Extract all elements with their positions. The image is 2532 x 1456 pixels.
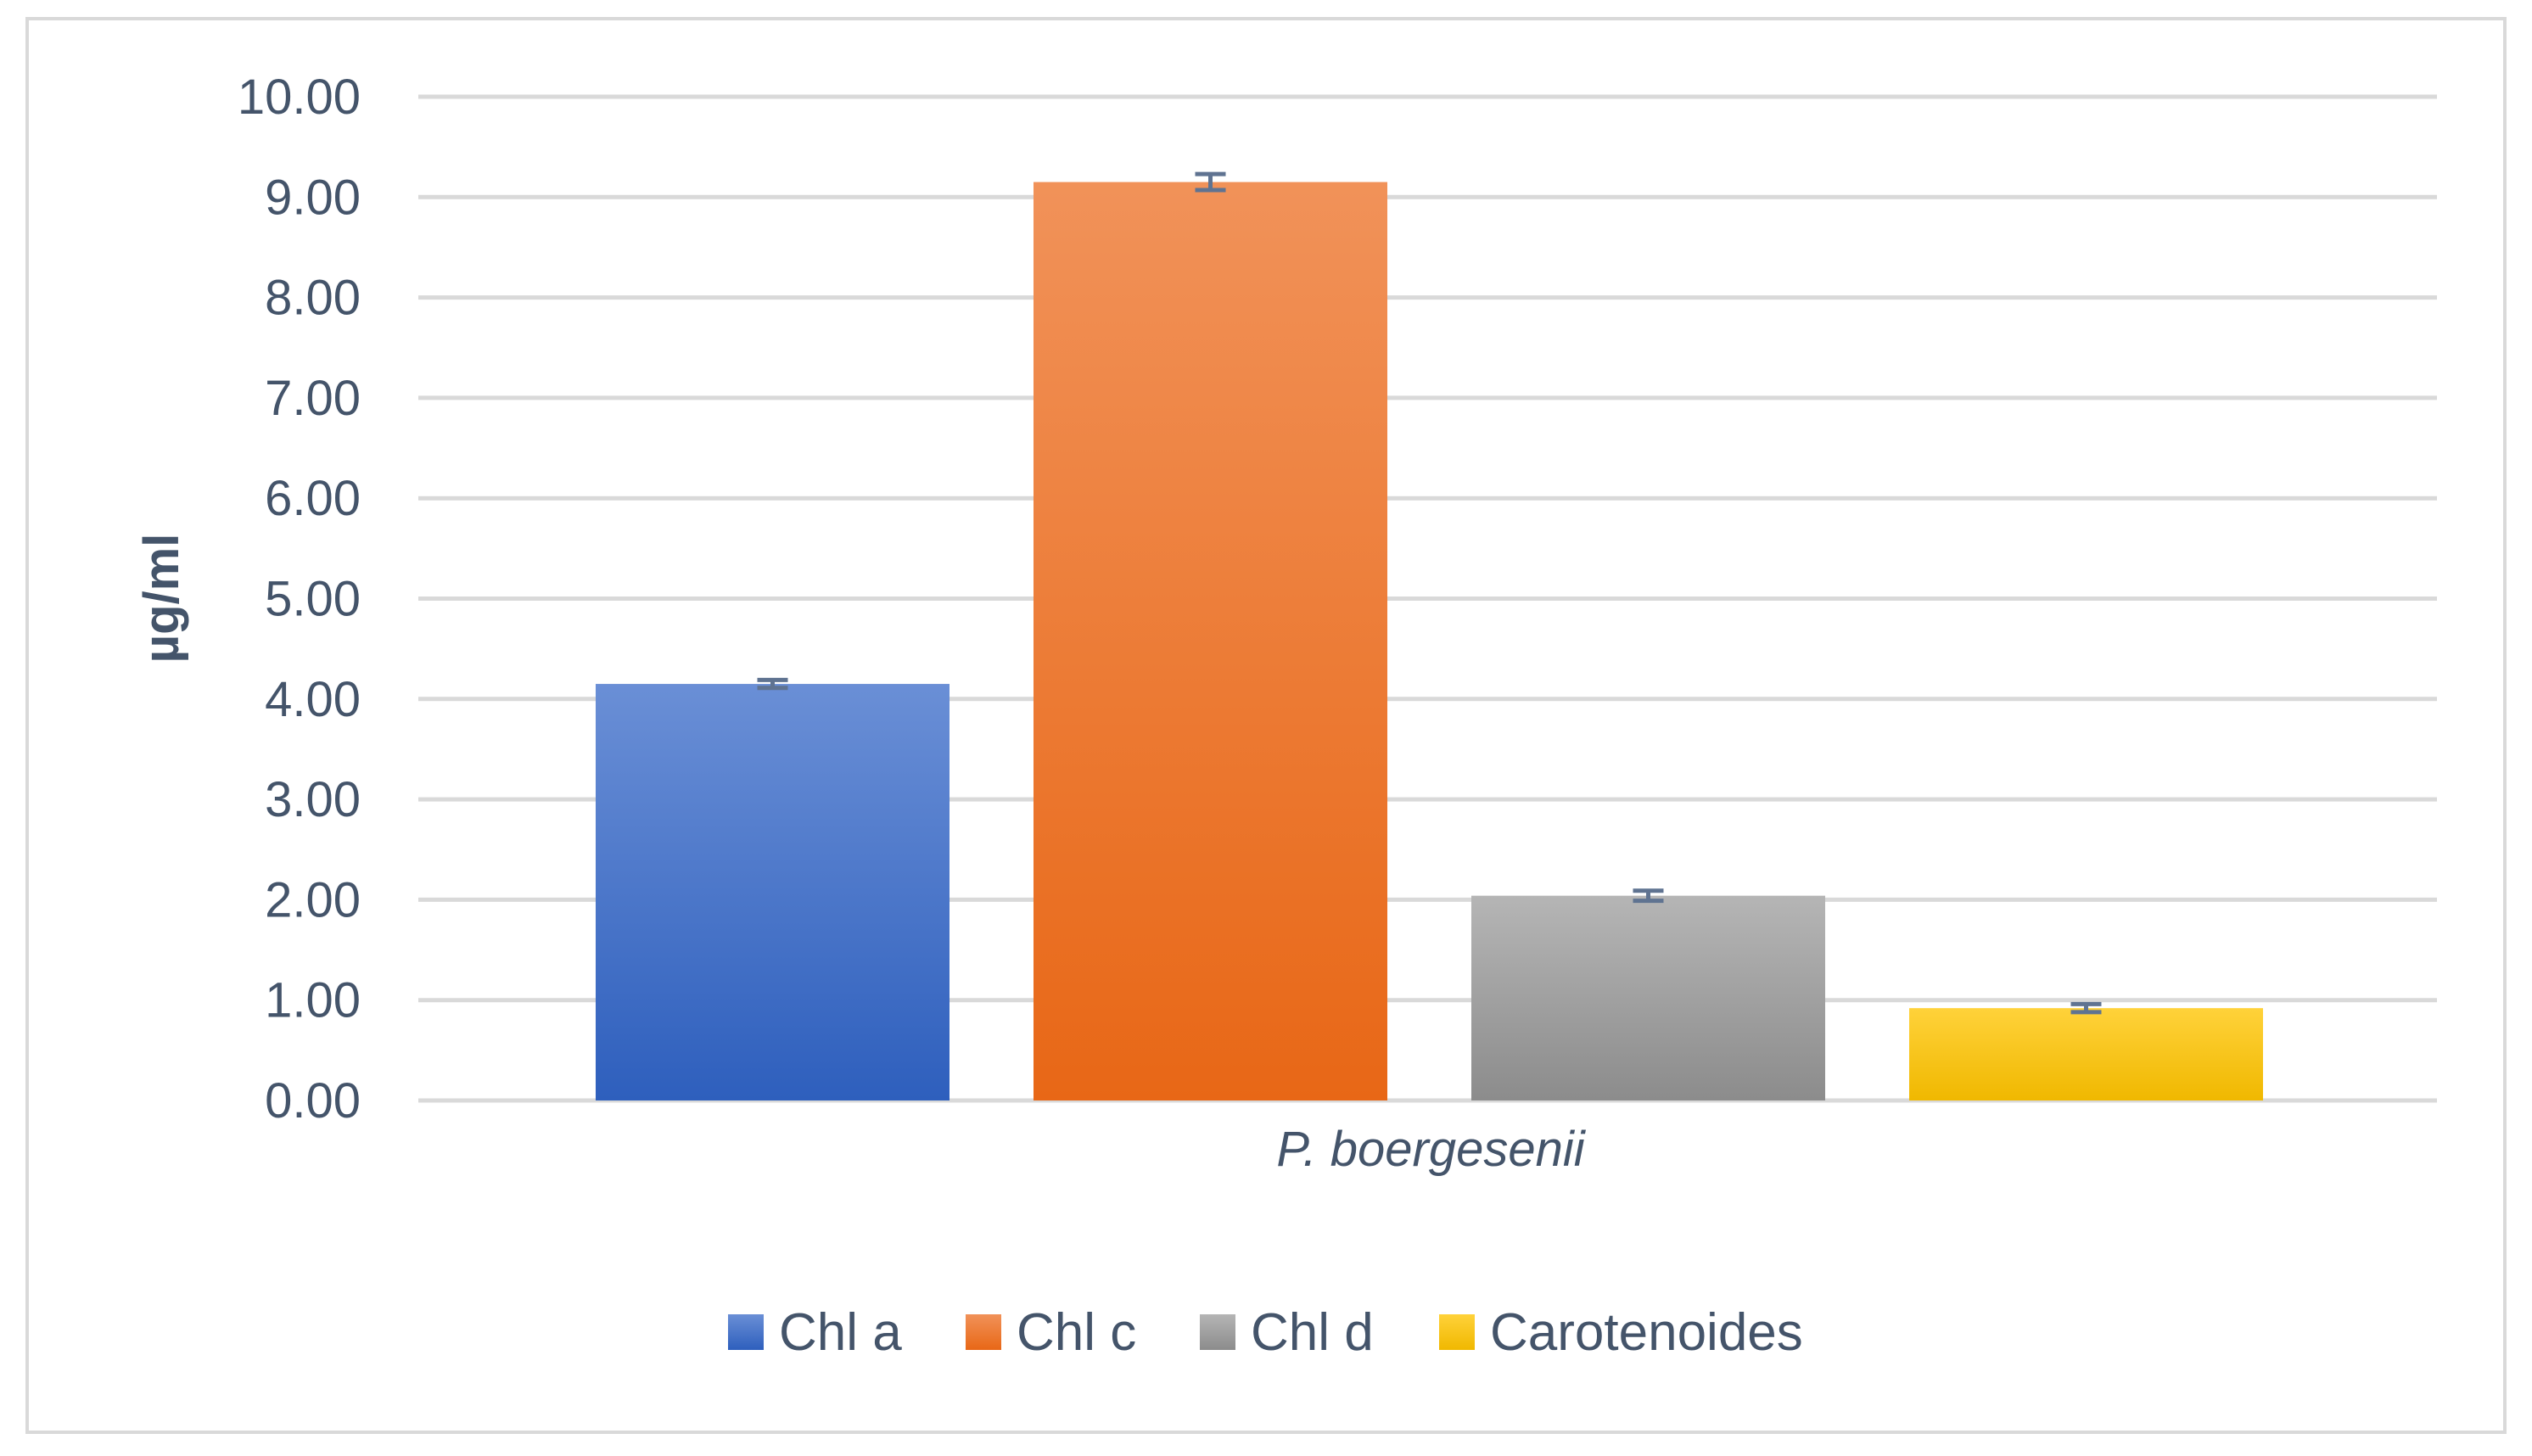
error-bar (1633, 888, 1664, 904)
legend-swatch (1439, 1314, 1475, 1350)
y-axis-ticks: 0.00 1.00 2.00 3.00 4.00 5.00 6.00 7.00 8.00 9.00… (238, 70, 361, 1128)
bar-carotenoides (1909, 1008, 2263, 1100)
category-label: P. boergesenii (1276, 1122, 1586, 1177)
legend: Chl a Chl c Chl d Carotenoides (728, 1303, 1803, 1362)
error-bar (1195, 171, 1226, 193)
legend-label: Chl d (1251, 1303, 1374, 1362)
bar-chl-d (1471, 895, 1825, 1100)
legend-item: Carotenoides (1439, 1303, 1803, 1362)
legend-swatch (1200, 1314, 1235, 1350)
error-bar (2070, 1001, 2102, 1015)
legend-label: Carotenoides (1490, 1303, 1803, 1362)
y-tick-label: 0.00 (265, 1073, 361, 1128)
error-bars (757, 171, 2102, 1015)
bars (596, 182, 2263, 1101)
y-tick-label: 9.00 (265, 170, 361, 225)
bar-chl-a (596, 684, 950, 1100)
y-tick-label: 8.00 (265, 271, 361, 326)
y-axis-title: µg/ml (134, 534, 189, 664)
legend-item: Chl d (1200, 1303, 1374, 1362)
y-tick-label: 3.00 (265, 772, 361, 827)
legend-item: Chl a (728, 1303, 902, 1362)
y-tick-label: 10.00 (238, 70, 361, 125)
y-tick-label: 2.00 (265, 872, 361, 927)
y-tick-label: 1.00 (265, 973, 361, 1028)
y-tick-label: 4.00 (265, 672, 361, 727)
legend-swatch (966, 1314, 1001, 1350)
legend-swatch (728, 1314, 764, 1350)
error-bar (757, 677, 788, 691)
legend-label: Chl a (779, 1303, 902, 1362)
legend-item: Chl c (966, 1303, 1136, 1362)
y-tick-label: 6.00 (265, 471, 361, 526)
legend-label: Chl c (1017, 1303, 1136, 1362)
y-tick-label: 7.00 (265, 371, 361, 426)
bar-chl-c (1034, 182, 1387, 1101)
y-tick-label: 5.00 (265, 572, 361, 627)
